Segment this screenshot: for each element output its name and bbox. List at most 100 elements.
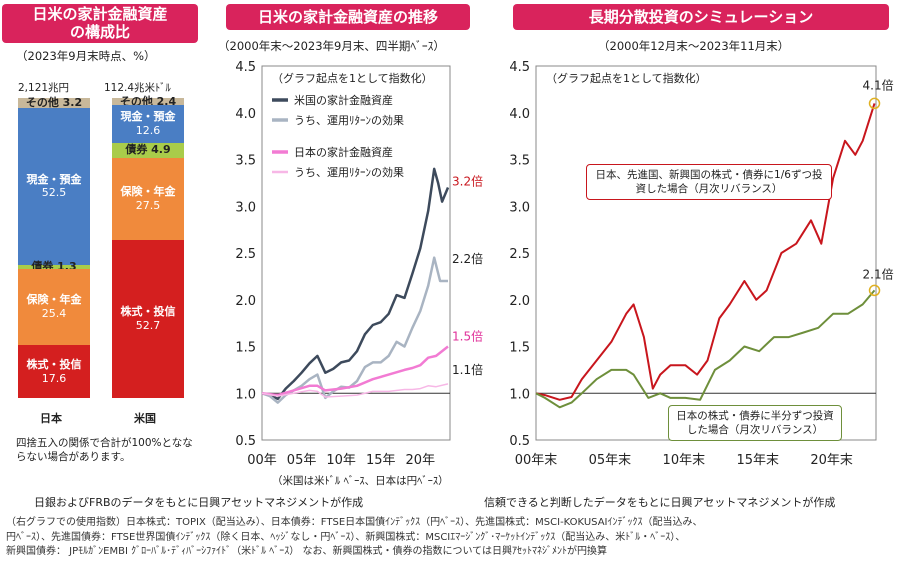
y-tick-label: 1.5 [509, 341, 530, 356]
trend-title: 日米の家計金融資産の推移 [226, 4, 470, 30]
y-tick-label: 2.5 [509, 247, 530, 262]
y-tick-label: 3.0 [235, 200, 256, 215]
series-line [261, 256, 448, 404]
bar-segment: 現金・預金 52.5 [18, 107, 90, 266]
x-tick-label: 15年 [366, 453, 396, 468]
japan-total: 2,121兆円 [18, 82, 70, 94]
composition-subtitle: （2023年9月末時点、%） [16, 49, 156, 63]
y-tick-label: 2.0 [509, 294, 530, 309]
y-tick-label: 2.5 [235, 247, 256, 262]
series-end-label: 1.1倍 [452, 362, 483, 377]
footer-indices: （右グラフでの使用指数）日本株式：TOPIX（配当込み）、日本債券：FTSE日本… [6, 516, 896, 560]
annotation-green-portfolio: 日本の株式・債券に半分ずつ投資した場合（月次リバランス） [668, 405, 842, 442]
bar-segment-label: 保険・年金 [26, 293, 82, 307]
source-left: 日銀およびFRBのデータをもとに日興アセットマネジメントが作成 [34, 496, 364, 509]
bar-segment: 現金・預金 12.6 [112, 105, 184, 143]
x-tick-label: 05年 [287, 453, 317, 468]
japan-label: 日本 [40, 412, 62, 425]
bar-segment-label: 保険・年金 [120, 185, 176, 199]
source-right: 信頼できると判断したデータをもとに日興アセットマネジメントが作成 [484, 496, 836, 509]
y-tick-label: 3.5 [235, 154, 256, 169]
bar-segment-value: 17.6 [41, 371, 67, 385]
y-tick-label: 4.0 [235, 107, 256, 122]
series-line [535, 289, 876, 409]
x-tick-label: 20年末 [810, 453, 853, 468]
composition-title-line2: の構成比 [69, 23, 130, 41]
y-tick-label: 4.0 [509, 107, 530, 122]
bar-segment-label: 株式・投信 [120, 305, 176, 319]
trend-chart: 0.5 1.0 1.5 2.0 2.5 3.0 3.5 4.0 4.5 00年 05年 10年 15年 2… [235, 60, 483, 468]
legend-label: うち、運用ﾘﾀｰﾝの効果 [294, 113, 404, 127]
x-tick-label: 00年 [247, 453, 277, 468]
series-line [535, 103, 876, 401]
bar-segment-value: 27.5 [135, 198, 161, 212]
bar-segment-value: 52.7 [135, 319, 161, 333]
legend-label: 日本の家計金融資産 [294, 145, 393, 159]
bar-segment: 保険・年金 27.5 [112, 157, 184, 241]
bar-segment-label: 現金・預金 [120, 110, 176, 124]
bar-segment: その他 2.4 [112, 95, 184, 108]
series-line [261, 383, 449, 398]
x-tick-label: 00年末 [515, 453, 558, 468]
bar-segment-label: 現金・預金 [26, 172, 82, 186]
y-tick-label: 1.0 [509, 387, 530, 402]
plot-frame [261, 65, 451, 441]
bar-segment: 保険・年金 25.4 [18, 269, 90, 346]
chart-note: （グラフ起点を1として指数化） [272, 71, 433, 85]
y-tick-label: 3.0 [509, 200, 530, 215]
y-tick-label: 4.5 [235, 60, 256, 75]
x-tick-label: 05年末 [589, 453, 632, 468]
trend-subtitle: （2000年末～2023年9月末、四半期ﾍﾞｰｽ） [218, 39, 445, 53]
series-end-label: 1.5倍 [452, 329, 483, 344]
footer-line-2: 円ﾍﾞｰｽ）、先進国債券：FTSE世界国債ｲﾝﾃﾞｯｸｽ（除く日本、ﾍｯｼﾞなし… [6, 531, 686, 543]
japan-composition-bar: その他 3.2 現金・預金 52.5 債券 1.3 保険・年金 25.4 株式・投信 17.6 [18, 95, 90, 398]
bar-segment-label: 債券 4.9 [125, 143, 171, 157]
bar-segment-value: 52.5 [41, 186, 67, 200]
y-tick-label: 2.0 [235, 294, 256, 309]
bar-segment-label: その他 2.4 [119, 94, 177, 108]
y-tick-label: 0.5 [235, 434, 256, 449]
us-total: 112.4兆米ﾄﾞﾙ [104, 82, 171, 94]
bar-segment: 株式・投信 17.6 [18, 345, 90, 398]
sim-subtitle: （2000年12月末～2023年11月末） [598, 39, 790, 53]
us-label: 米国 [134, 412, 156, 425]
legend-label: 米国の家計金融資産 [294, 93, 393, 107]
x-tick-label: 10年末 [663, 453, 706, 468]
sim-chart: 0.5 1.0 1.5 2.0 2.5 3.0 3.5 4.0 4.5 00年末 05年末 10年末 1… [509, 60, 894, 468]
composition-title-line1: 日米の家計金融資産 [32, 5, 168, 23]
composition-title: 日米の家計金融資産 の構成比 [2, 4, 198, 43]
x-tick-label: 10年 [326, 453, 356, 468]
bar-segment: 債券 4.9 [112, 142, 184, 158]
bar-segment: 株式・投信 52.7 [112, 240, 184, 398]
x-tick-label: 15年末 [736, 453, 779, 468]
us-composition-bar: その他 2.4 現金・預金 12.6 債券 4.9 保険・年金 27.5 株式・投信 52.7 [112, 95, 184, 398]
trend-axis-note: （米国は米ﾄﾞﾙ ﾍﾞｰｽ、日本は円ﾍﾞｰｽ） [272, 475, 449, 487]
annotation-red-portfolio: 日本、先進国、新興国の株式・債券に1/6ずつ投資した場合（月次リバランス） [586, 164, 832, 201]
composition-note: 四捨五入の関係で合計が100%となならない場合があります。 [16, 437, 193, 464]
series-end-label: 3.2倍 [452, 174, 483, 189]
y-tick-label: 1.5 [235, 341, 256, 356]
bar-segment-value: 12.6 [135, 124, 161, 138]
chart-note: （グラフ起点を1として指数化） [546, 71, 707, 85]
series-line [261, 167, 450, 401]
bar-segment-label: 株式・投信 [26, 357, 82, 371]
y-tick-label: 4.5 [509, 60, 530, 75]
bar-segment-label: その他 3.2 [25, 95, 83, 109]
legend-label: うち、運用ﾘﾀｰﾝの効果 [294, 165, 404, 179]
plot-frame [535, 65, 877, 441]
series-end-label: 4.1倍 [863, 77, 894, 92]
sim-title: 長期分散投資のシミュレーション [513, 4, 889, 30]
y-tick-label: 0.5 [509, 434, 530, 449]
series-end-label: 2.1倍 [863, 266, 894, 281]
y-tick-label: 1.0 [235, 387, 256, 402]
x-tick-label: 20年 [406, 453, 436, 468]
series-end-label: 2.2倍 [452, 251, 483, 266]
footer-line-3: 新興国債券： JPﾓﾙｶﾞﾝEMBI ｸﾞﾛｰﾊﾞﾙ･ﾃﾞｨﾊﾞｰｼﾌｧｲﾄﾞ（… [6, 546, 607, 557]
footer-line-1: （右グラフでの使用指数）日本株式：TOPIX（配当込み）、日本債券：FTSE日本… [6, 517, 703, 528]
bar-segment: その他 3.2 [18, 95, 90, 109]
bar-segment-value: 25.4 [41, 307, 67, 321]
y-tick-label: 3.5 [509, 154, 530, 169]
series-end-marker [868, 284, 881, 297]
series-line [261, 345, 449, 397]
series-end-marker [868, 97, 881, 110]
